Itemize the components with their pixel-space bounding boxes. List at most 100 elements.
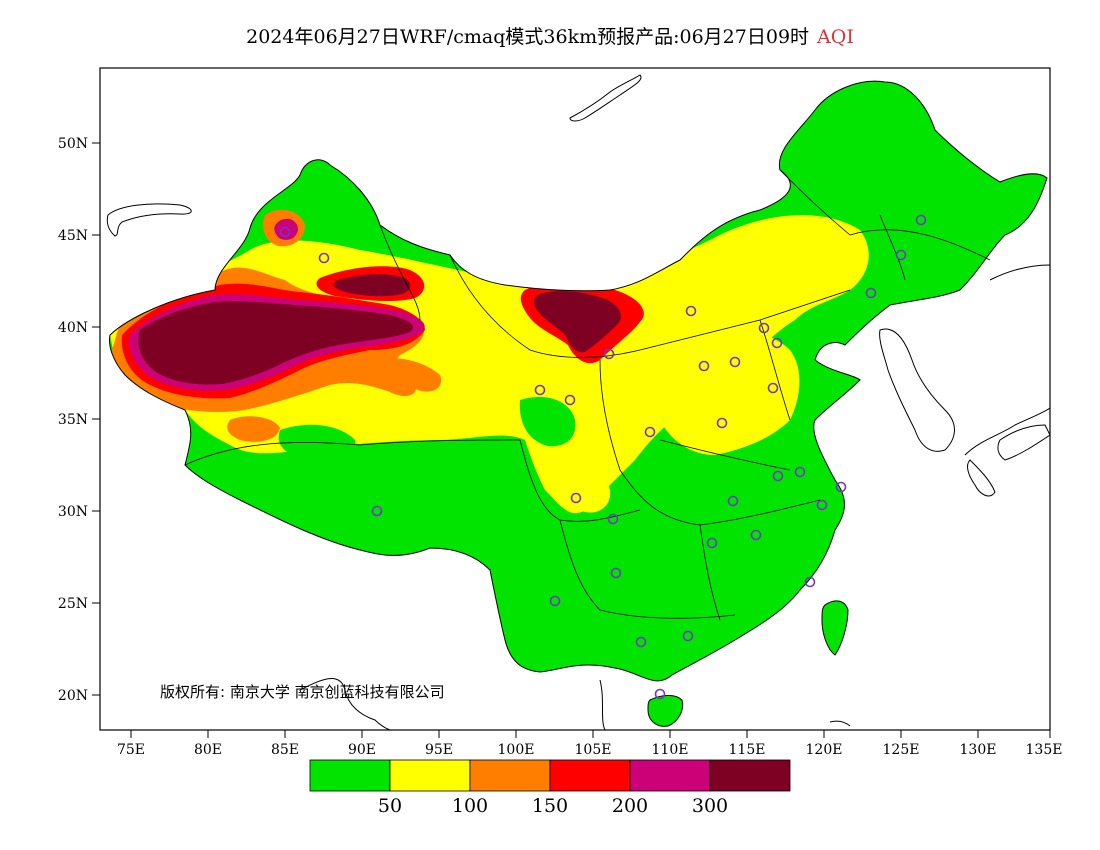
province-line (759, 319, 791, 421)
lon-axis: 75E 80E 85E 90E 95E 100E 105E 110E 115E … (117, 730, 1063, 758)
station-marker (771, 337, 783, 349)
province-line (849, 229, 991, 261)
station-marker (727, 495, 739, 507)
lon-label: 115E (729, 742, 766, 758)
colorbar-bin (709, 759, 791, 792)
lat-label: 30N (58, 504, 88, 520)
station-marker (371, 505, 383, 517)
hainan (647, 695, 684, 727)
station-marker (865, 287, 877, 299)
taiwan (821, 600, 849, 656)
lon-label: 130E (960, 742, 997, 758)
station-marker (816, 499, 828, 511)
lon-label: 100E (498, 742, 535, 758)
colorbar-label: 100 (452, 795, 488, 817)
map-frame (99, 67, 1051, 731)
province-line (699, 524, 721, 621)
aqi-very-unhealthy-zone-junggar (274, 218, 298, 240)
lat-label: 50N (58, 136, 88, 152)
indochina-coast-2 (299, 677, 391, 730)
station-marker (729, 356, 741, 368)
colorbar-bin (389, 759, 471, 792)
station-marker (564, 394, 576, 406)
japan-coast (964, 407, 1050, 456)
colorbar: 50 100 150 200 300 (309, 759, 791, 817)
colorbar-bin (309, 759, 391, 792)
station-marker (750, 529, 762, 541)
korea-coast (879, 328, 955, 452)
aqi-moderate-zone-east (658, 326, 800, 455)
station-marker (804, 576, 816, 588)
aqi-hazardous-zone-tarim-north (333, 274, 411, 297)
province-line (639, 289, 851, 351)
station-marker (794, 466, 806, 478)
station-markers (279, 214, 927, 700)
colorbar-bin (469, 759, 551, 792)
colorbar-bin (549, 759, 631, 792)
station-marker (915, 214, 927, 226)
philippines-fragment (829, 720, 851, 727)
lon-label: 75E (117, 742, 145, 758)
lat-label: 35N (58, 412, 88, 428)
lon-label: 80E (194, 742, 222, 758)
station-marker (549, 595, 561, 607)
station-marker (758, 322, 770, 334)
colorbar-bin (629, 759, 711, 792)
station-marker (772, 470, 784, 482)
lat-label: 40N (58, 320, 88, 336)
lake-baikal (569, 74, 642, 122)
province-line (879, 214, 906, 281)
province-line (699, 499, 821, 526)
province-line (599, 359, 701, 526)
foreign-coastlines (106, 74, 1050, 730)
aqi-hazardous-zone (138, 301, 414, 385)
variable-label: AQI (817, 26, 854, 48)
station-marker (318, 252, 330, 264)
province-line (449, 254, 641, 358)
lake-balkhash (106, 203, 192, 237)
province-line (659, 439, 791, 471)
station-marker (835, 481, 847, 493)
lon-label: 125E (883, 742, 920, 758)
aqi-good-zone-qinghai (519, 396, 576, 447)
province-line (379, 224, 421, 321)
lon-label: 105E (575, 742, 612, 758)
station-marker (698, 360, 710, 372)
station-marker (570, 492, 582, 504)
aqi-hazardous-zone-gobi (533, 291, 622, 353)
station-marker (716, 417, 728, 429)
aqi-good-zone-tibet-east (278, 424, 356, 459)
china-border (109, 80, 1048, 682)
station-marker (607, 513, 619, 525)
station-marker (610, 567, 622, 579)
japan-kyushu (967, 459, 996, 497)
lon-label: 135E (1026, 742, 1063, 758)
station-marker (767, 382, 779, 394)
lat-label: 20N (58, 688, 88, 704)
japan-shikoku (997, 424, 1050, 461)
station-marker (685, 305, 697, 317)
lon-label: 90E (348, 742, 376, 758)
copyright-text: 版权所有: 南京大学 南京创蓝科技有限公司 (160, 683, 445, 701)
province-line (184, 439, 521, 466)
lon-label: 85E (271, 742, 299, 758)
lon-label: 95E (425, 742, 453, 758)
lat-label: 45N (58, 228, 88, 244)
lat-axis: 50N 45N 40N 35N 30N 25N 20N (58, 136, 100, 704)
station-marker (635, 636, 647, 648)
lon-label: 110E (652, 742, 689, 758)
station-marker (603, 348, 615, 360)
station-marker (279, 226, 291, 238)
boundaries (109, 80, 1048, 682)
aqi-sensitive-zone-qaidam (380, 358, 442, 392)
lon-label: 120E (806, 742, 843, 758)
colorbar-label: 150 (532, 795, 568, 817)
indochina-coast (599, 679, 606, 730)
russia-coast (989, 264, 1050, 281)
province-line (559, 519, 736, 619)
colorbar-label: 50 (378, 795, 402, 817)
station-marker (706, 537, 718, 549)
station-marker (534, 384, 546, 396)
colorbar-label: 300 (692, 795, 728, 817)
